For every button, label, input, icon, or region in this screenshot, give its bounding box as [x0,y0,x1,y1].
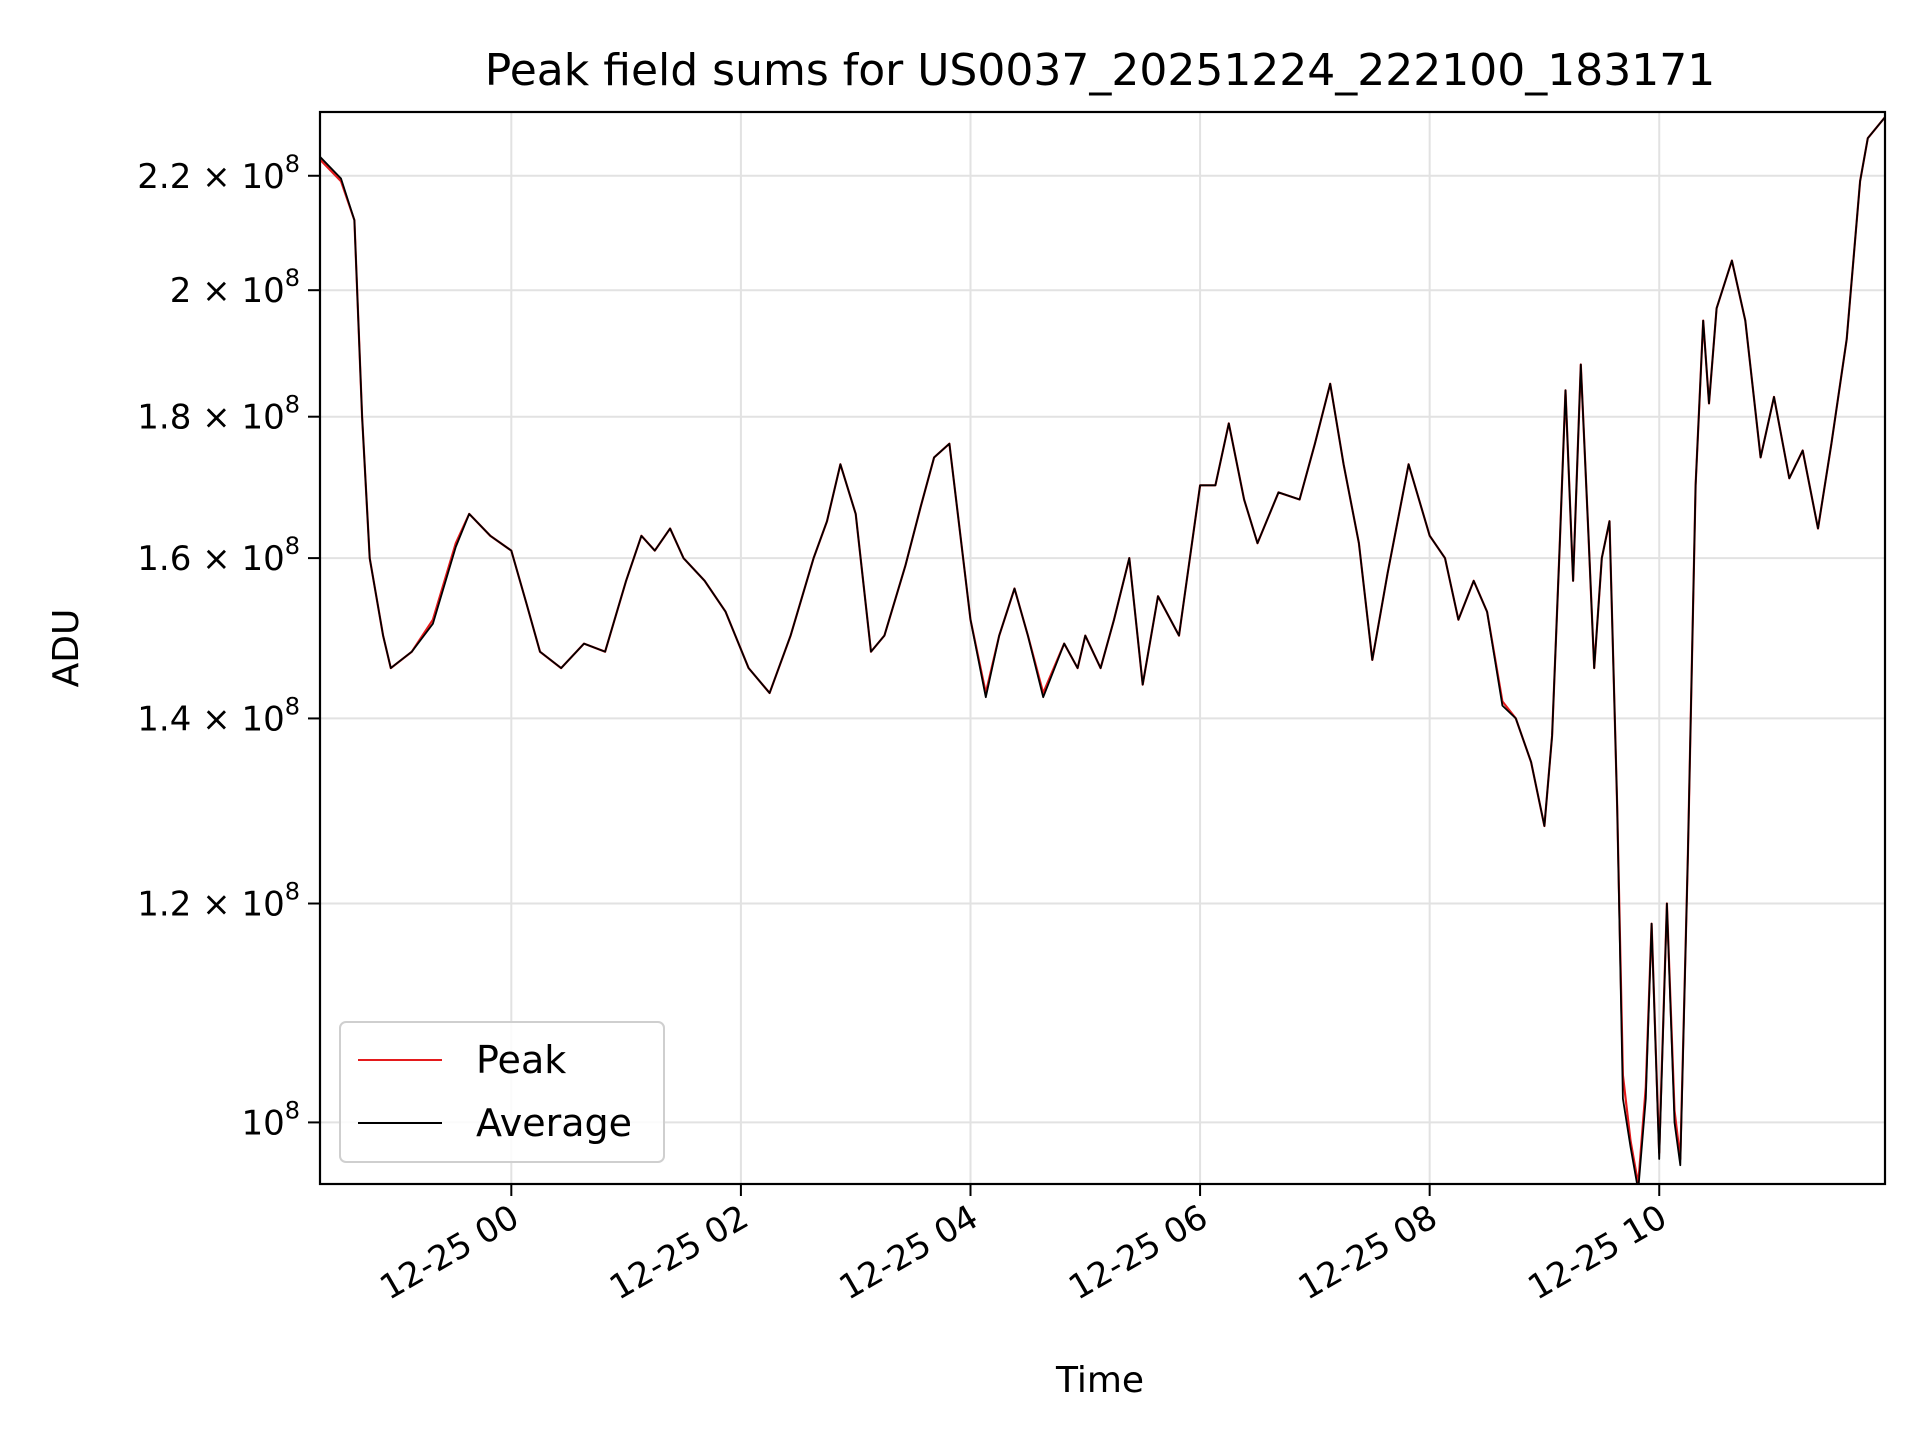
y-tick-label: 108 [241,1096,300,1143]
y-tick-label: 1.8 × 108 [137,391,300,438]
y-tick-label: 1.2 × 108 [137,878,300,925]
x-tick-label: 12-25 02 [603,1197,755,1308]
grid-lines [320,112,1885,1184]
chart-title: Peak field sums for US0037_20251224_2221… [485,45,1715,96]
legend-label-peak: Peak [476,1038,566,1082]
legend-label-average: Average [476,1101,632,1145]
plot-frame [318,110,1887,1186]
series-lines [320,116,1885,1184]
series-line-average [320,116,1885,1184]
y-tick-label: 2.2 × 108 [137,150,300,197]
x-tick-label: 12-25 00 [373,1197,525,1308]
x-tick-label: 12-25 08 [1292,1197,1444,1308]
y-tick-label: 1.4 × 108 [137,692,300,739]
y-tick-label: 2 × 108 [170,264,300,311]
legend-box [339,1021,665,1163]
x-axis-ticks: 12-25 00 12-25 02 12-25 04 12-25 06 12-25 08… [373,1184,1674,1308]
x-tick-label: 12-25 10 [1521,1197,1673,1308]
x-tick-label: 12-25 06 [1062,1197,1214,1308]
y-axis-label: ADU [46,609,87,688]
y-axis-ticks: 108 1.2 × 108 1.4 × 108 1.6 × 108 1.8 × 108 2… [137,150,320,1143]
legend: Peak Average [339,1021,665,1163]
y-tick-label: 1.6 × 108 [137,532,300,579]
x-axis-label: Time [1055,1360,1144,1401]
x-tick-label: 12-25 04 [833,1197,985,1308]
